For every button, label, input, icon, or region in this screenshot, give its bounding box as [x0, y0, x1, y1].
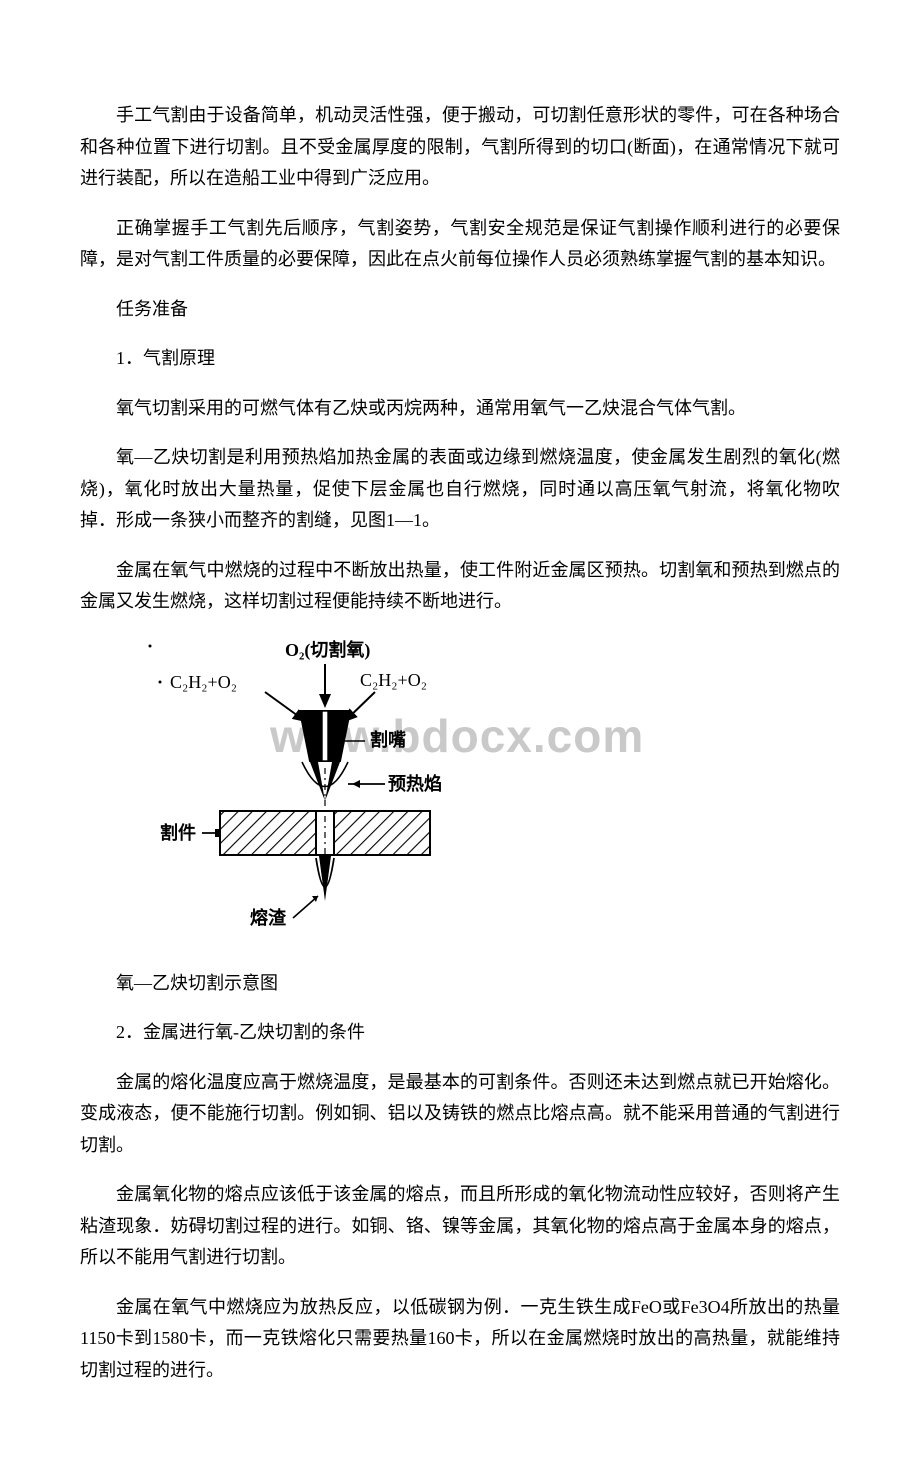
paragraph: 正确掌握手工气割先后顺序，气割姿势，气割安全规范是保证气割操作顺利进行的必要保障…	[80, 213, 840, 276]
paragraph: 金属在氧气中燃烧应为放热反应，以低碳钢为例．一克生铁生成FeO或Fe3O4所放出…	[80, 1292, 840, 1387]
paragraph: 金属氧化物的熔点应该低于该金属的熔点，而且所形成的氧化物流动性应较好，否则将产生…	[80, 1179, 840, 1274]
label-c2h2-left: C₂H₂+O₂	[170, 672, 237, 692]
label-preheat: 预热焰	[388, 773, 442, 794]
paragraph: 金属在氧气中燃烧的过程中不断放出热量，使工件附近金属区预热。切割氧和预热到燃点的…	[80, 555, 840, 618]
heading-conditions: 2．金属进行氧-乙炔切割的条件	[80, 1017, 840, 1049]
document-page: 手工气割由于设备简单，机动灵活性强，便于搬动，可切割任意形状的零件，可在各种场合…	[0, 0, 920, 1464]
paragraph: 氧气切割采用的可燃气体有乙炔或丙烷两种，通常用氧气一乙炔混合气体气割。	[80, 393, 840, 425]
label-nozzle: 割嘴	[370, 729, 406, 750]
label-o2: O₂(切割氧)	[285, 639, 370, 661]
paragraph: 金属的熔化温度应高于燃烧温度，是最基本的可割条件。否则还未达到燃点就已开始熔化。…	[80, 1067, 840, 1162]
diagram-svg: O₂(切割氧) C₂H₂+O₂ C₂H₂+O₂ 割嘴	[130, 636, 550, 956]
paragraph: 手工气割由于设备简单，机动灵活性强，便于搬动，可切割任意形状的零件，可在各种场合…	[80, 100, 840, 195]
label-slag: 熔渣	[250, 907, 287, 928]
figure-caption: 氧—乙炔切割示意图	[80, 968, 840, 1000]
figure-oxy-acetylene-cutting: www.bdocx.com O₂(切割氧)	[80, 636, 840, 956]
paragraph: 氧—乙炔切割是利用预热焰加热金属的表面或边缘到燃烧温度，使金属发生剧烈的氧化(燃…	[80, 442, 840, 537]
heading-principle: 1．气割原理	[80, 343, 840, 375]
label-workpiece: 割件	[160, 822, 196, 843]
paragraph-task-prep: 任务准备	[80, 294, 840, 326]
label-c2h2-right: C₂H₂+O₂	[360, 670, 427, 690]
